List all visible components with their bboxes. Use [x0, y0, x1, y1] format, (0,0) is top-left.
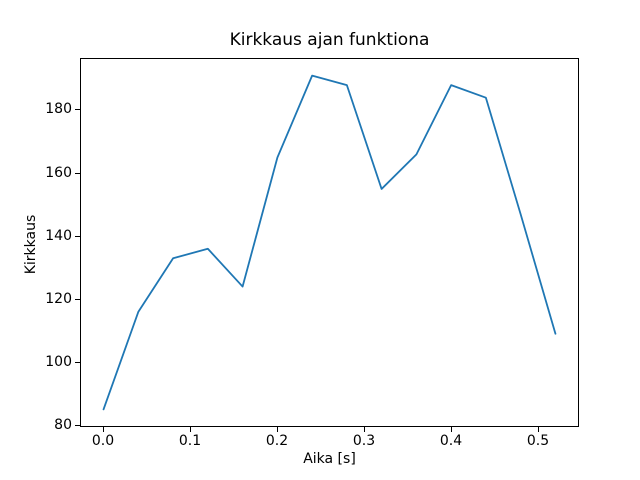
- y-tick-label: 180: [45, 101, 72, 117]
- x-tick-mark: [190, 427, 191, 432]
- y-tick-mark: [75, 425, 80, 426]
- y-tick-mark: [75, 299, 80, 300]
- chart-title: Kirkkaus ajan funktiona: [229, 30, 430, 50]
- x-tick-label: 0.3: [352, 433, 376, 449]
- x-tick-mark: [538, 427, 539, 432]
- x-tick-label: 0.0: [91, 433, 115, 449]
- y-tick-mark: [75, 236, 80, 237]
- x-tick-mark: [277, 427, 278, 432]
- x-axis-label: Aika [s]: [303, 451, 356, 467]
- y-tick-label: 80: [54, 417, 72, 433]
- y-tick-label: 160: [45, 165, 72, 181]
- y-tick-mark: [75, 362, 80, 363]
- x-tick-label: 0.2: [265, 433, 289, 449]
- x-tick-mark: [103, 427, 104, 432]
- x-tick-mark: [364, 427, 365, 432]
- line-plot-svg: [102, 74, 557, 411]
- x-tick-label: 0.1: [178, 433, 202, 449]
- x-tick-mark: [451, 427, 452, 432]
- data-line: [102, 74, 557, 411]
- y-tick-mark: [75, 109, 80, 110]
- x-tick-label: 0.5: [526, 433, 550, 449]
- plot-area: [80, 58, 579, 427]
- x-tick-label: 0.4: [439, 433, 463, 449]
- y-tick-mark: [75, 173, 80, 174]
- y-tick-label: 120: [45, 291, 72, 307]
- y-tick-label: 100: [45, 354, 72, 370]
- y-tick-label: 140: [45, 228, 72, 244]
